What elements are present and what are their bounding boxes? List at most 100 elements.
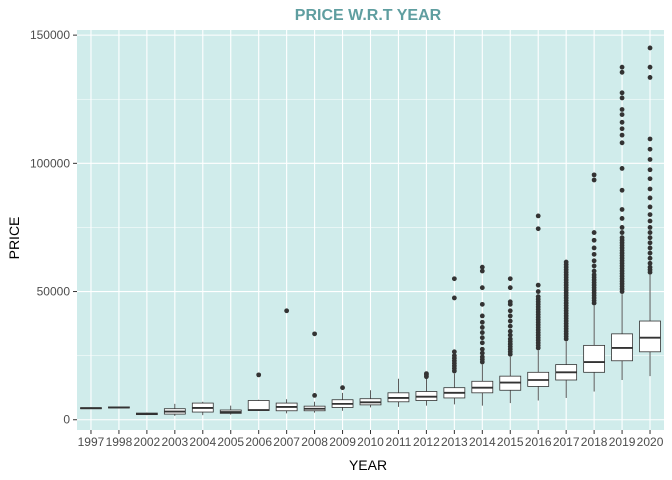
box-group-2014 <box>471 264 494 406</box>
outlier-point <box>647 255 653 261</box>
box-group-2004 <box>191 401 214 416</box>
x-tick-label: 2010 <box>357 435 384 449</box>
x-tick-label: 2013 <box>441 435 468 449</box>
x-tick-label: 2003 <box>161 435 188 449</box>
outlier-point <box>647 218 653 224</box>
outlier-point <box>647 176 653 182</box>
box-group-2010 <box>359 390 382 408</box>
outlier-point <box>619 126 625 132</box>
outlier-point <box>591 263 597 269</box>
outlier-point <box>647 264 653 270</box>
box <box>583 344 606 373</box>
outlier-point <box>340 385 345 391</box>
outlier-point <box>451 276 457 282</box>
outlier-point <box>479 350 485 356</box>
outlier-point <box>507 299 513 305</box>
outlier-point <box>591 258 597 264</box>
outlier-point <box>647 136 653 142</box>
outlier-point <box>619 216 625 221</box>
outlier-point <box>619 132 625 138</box>
outlier-point <box>451 353 457 359</box>
x-tick-label: 2017 <box>553 435 580 449</box>
outlier-point <box>256 372 262 378</box>
box-group-2018 <box>583 172 606 392</box>
x-tick-label: 2014 <box>469 435 496 449</box>
outlier-point <box>647 230 653 235</box>
y-tick-label: 0 <box>63 413 70 427</box>
x-tick-label: 2006 <box>245 435 272 449</box>
outlier-point <box>479 354 485 360</box>
outlier-point <box>507 323 513 329</box>
outlier-point <box>507 328 513 334</box>
outlier-point <box>647 195 653 201</box>
outlier-point <box>535 294 541 300</box>
box-group-1998 <box>108 406 130 409</box>
x-tick-label: 2007 <box>273 435 300 449</box>
outlier-point <box>619 119 625 125</box>
outlier-point <box>647 245 653 251</box>
outlier-point <box>647 64 653 70</box>
box <box>247 400 270 411</box>
outlier-point <box>619 235 625 241</box>
outlier-point <box>647 45 653 51</box>
outlier-point <box>479 301 485 307</box>
outlier-point <box>424 371 429 376</box>
outlier-point <box>591 245 597 251</box>
box-group-2006 <box>247 372 270 411</box>
outlier-point <box>591 230 597 235</box>
outlier-point <box>563 259 569 265</box>
outlier-point <box>647 204 653 210</box>
outlier-point <box>647 186 653 192</box>
box-group-2019 <box>611 64 633 380</box>
outlier-point <box>535 289 541 294</box>
box <box>639 320 661 353</box>
outlier-point <box>619 69 625 75</box>
outlier-point <box>284 308 290 314</box>
box-group-2011 <box>387 378 410 407</box>
box-group-2009 <box>331 385 354 411</box>
outlier-point <box>647 240 653 246</box>
outlier-point <box>451 349 457 355</box>
x-tick-label: 2009 <box>329 435 356 449</box>
outlier-point <box>591 172 597 178</box>
outlier-point <box>479 285 485 291</box>
box-group-2007 <box>275 308 298 414</box>
outlier-point <box>619 230 625 235</box>
outlier-point <box>479 340 485 346</box>
outlier-point <box>507 313 513 319</box>
x-tick-label: 2018 <box>581 435 608 449</box>
outlier-point <box>479 319 485 325</box>
outlier-point <box>312 331 317 337</box>
outlier-point <box>507 276 513 282</box>
outlier-point <box>619 140 625 146</box>
outlier-point <box>647 235 653 241</box>
x-tick-label: 2016 <box>525 435 552 449</box>
x-tick-label: 2020 <box>637 435 664 449</box>
x-tick-label: 2011 <box>386 435 412 449</box>
outlier-point <box>619 225 625 230</box>
outlier-point <box>591 268 597 274</box>
outlier-point <box>479 264 485 270</box>
outlier-point <box>507 336 513 342</box>
x-tick-label: 2019 <box>609 435 636 449</box>
outlier-point <box>619 166 625 171</box>
box-group-1997 <box>80 407 102 410</box>
outlier-point <box>591 251 597 257</box>
outlier-point <box>619 90 625 96</box>
x-tick-label: 2005 <box>217 435 244 449</box>
box-group-2013 <box>443 276 466 405</box>
outlier-point <box>312 392 317 398</box>
x-tick-label: 1997 <box>78 435 105 449</box>
outlier-point <box>479 325 485 330</box>
outlier-point <box>479 330 485 335</box>
outlier-point <box>535 282 541 288</box>
outlier-point <box>591 177 597 183</box>
outlier-point <box>535 226 541 232</box>
outlier-point <box>507 332 513 338</box>
box-group-2003 <box>163 403 186 416</box>
outlier-point <box>507 318 513 324</box>
chart-title: PRICE W.R.T YEAR <box>295 7 442 24</box>
x-axis-title: YEAR <box>349 457 387 473</box>
box-group-2002 <box>135 412 158 416</box>
